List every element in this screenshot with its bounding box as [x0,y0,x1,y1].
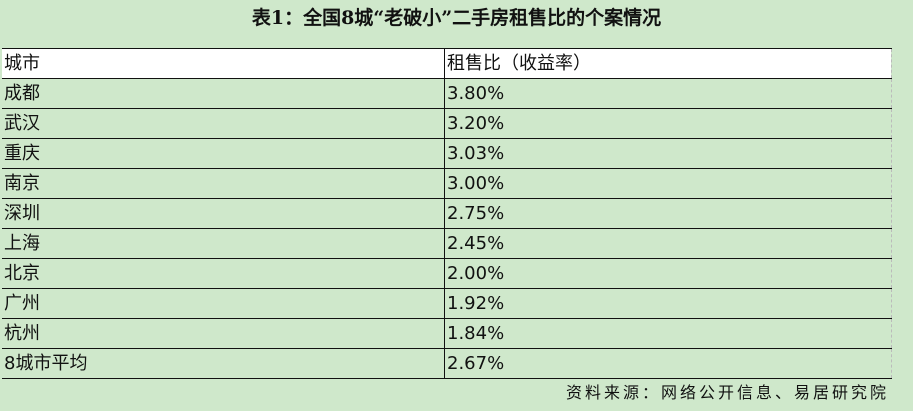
city-cell: 北京 [2,258,445,289]
ratio-cell: 3.80% [444,78,892,109]
table-row: 南京 3.00% [2,168,892,199]
header-ratio: 租售比（收益率） [444,48,892,79]
table-row: 上海 2.45% [2,228,892,259]
city-cell: 南京 [2,168,445,199]
header-city: 城市 [2,48,445,79]
table-row: 北京 2.00% [2,258,892,289]
table-row: 杭州 1.84% [2,318,892,349]
ratio-cell: 2.75% [444,198,892,229]
table-row: 武汉 3.20% [2,108,892,139]
city-cell: 重庆 [2,138,445,169]
ratio-cell: 2.00% [444,258,892,289]
city-cell: 深圳 [2,198,445,229]
ratio-cell: 3.20% [444,108,892,139]
table-row: 成都 3.80% [2,78,892,109]
ratio-cell: 2.45% [444,228,892,259]
city-cell: 成都 [2,78,445,109]
table-row: 广州 1.92% [2,288,892,319]
city-cell: 武汉 [2,108,445,139]
table-row: 深圳 2.75% [2,198,892,229]
city-cell: 广州 [2,288,445,319]
ratio-cell: 1.92% [444,288,892,319]
ratio-cell: 3.00% [444,168,892,199]
table-row: 8城市平均 2.67% [2,348,892,379]
ratio-cell: 2.67% [444,348,892,379]
ratio-cell: 3.03% [444,138,892,169]
table-header-row: 城市 租售比（收益率） [2,48,892,79]
rent-ratio-table: 城市 租售比（收益率） 成都 3.80% 武汉 3.20% 重庆 3.03% 南京 3.00%… [2,48,892,379]
city-cell: 杭州 [2,318,445,349]
ratio-cell: 1.84% [444,318,892,349]
city-cell: 上海 [2,228,445,259]
city-cell: 8城市平均 [2,348,445,379]
source-note: 资料来源：网络公开信息、易居研究院 [565,383,889,402]
table-title: 表1：全国8城“老破小”二手房租售比的个案情况 [251,7,662,29]
table-row: 重庆 3.03% [2,138,892,169]
